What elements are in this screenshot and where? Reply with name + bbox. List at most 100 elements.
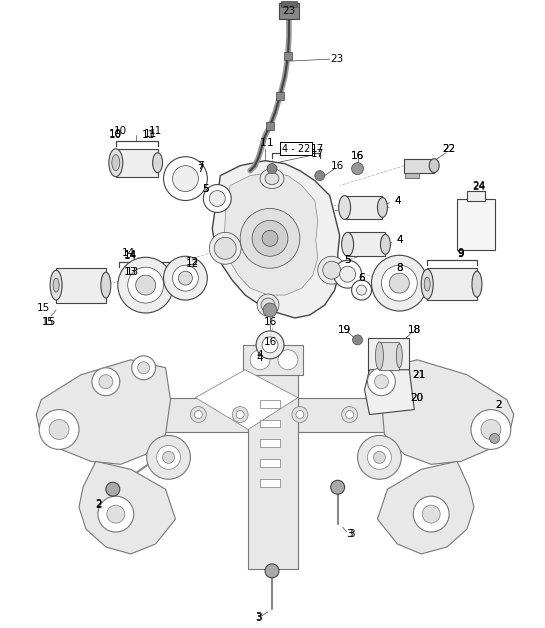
Ellipse shape	[112, 154, 120, 171]
Bar	[243, 345, 303, 375]
Circle shape	[147, 435, 190, 479]
Circle shape	[353, 335, 362, 345]
Ellipse shape	[323, 261, 341, 279]
Circle shape	[92, 368, 120, 396]
Text: 4: 4	[257, 353, 263, 363]
Circle shape	[481, 420, 501, 440]
Text: 2: 2	[495, 399, 502, 409]
Circle shape	[118, 257, 173, 313]
Circle shape	[263, 303, 277, 317]
Circle shape	[265, 564, 279, 578]
Text: 15: 15	[43, 317, 56, 327]
Ellipse shape	[214, 237, 236, 259]
Text: 4 - 22: 4 - 22	[282, 144, 310, 154]
Circle shape	[471, 409, 511, 450]
Text: 10: 10	[114, 126, 128, 136]
Ellipse shape	[261, 298, 275, 312]
Text: 20: 20	[411, 392, 424, 403]
Bar	[405, 173, 419, 178]
Polygon shape	[36, 360, 171, 464]
Text: 12: 12	[186, 257, 199, 268]
Bar	[281, 1, 297, 8]
Ellipse shape	[429, 159, 439, 173]
Text: 16: 16	[331, 161, 344, 171]
Bar	[260, 440, 280, 447]
Text: 11: 11	[149, 126, 162, 136]
Text: 4: 4	[396, 236, 403, 246]
Circle shape	[262, 337, 278, 353]
Text: 16: 16	[263, 337, 277, 347]
Text: 22: 22	[443, 144, 456, 154]
Bar	[260, 459, 280, 467]
Polygon shape	[378, 462, 474, 554]
Circle shape	[315, 171, 325, 181]
Circle shape	[162, 452, 174, 463]
Text: 3: 3	[255, 613, 262, 622]
Ellipse shape	[380, 234, 390, 254]
Text: 9: 9	[458, 249, 464, 259]
Ellipse shape	[50, 270, 62, 300]
Circle shape	[252, 220, 288, 256]
Circle shape	[240, 208, 300, 268]
Circle shape	[136, 275, 156, 295]
Text: 1: 1	[260, 138, 267, 148]
Text: 8: 8	[396, 263, 403, 273]
Bar	[467, 190, 485, 200]
Circle shape	[49, 420, 69, 440]
Circle shape	[389, 273, 409, 293]
Circle shape	[372, 255, 427, 311]
Text: 3: 3	[346, 529, 353, 539]
Ellipse shape	[472, 271, 482, 297]
Circle shape	[39, 409, 79, 450]
Circle shape	[173, 166, 198, 192]
Circle shape	[342, 406, 358, 423]
Circle shape	[367, 445, 391, 469]
Text: 1: 1	[267, 138, 274, 148]
Circle shape	[367, 368, 395, 396]
Text: 8: 8	[396, 263, 403, 273]
Ellipse shape	[424, 277, 430, 291]
Text: 9: 9	[458, 248, 464, 258]
Circle shape	[195, 411, 202, 418]
Text: 10: 10	[109, 130, 123, 140]
Text: 4: 4	[257, 350, 263, 360]
Text: 24: 24	[473, 181, 486, 190]
Text: 14: 14	[124, 251, 137, 261]
Text: 15: 15	[37, 303, 50, 313]
Circle shape	[489, 433, 500, 443]
Ellipse shape	[257, 294, 279, 316]
Text: 21: 21	[413, 370, 426, 380]
Circle shape	[190, 406, 207, 423]
Text: 23: 23	[282, 6, 295, 16]
Bar	[457, 198, 495, 251]
Text: 22: 22	[443, 144, 456, 154]
Circle shape	[267, 164, 277, 173]
Ellipse shape	[396, 344, 402, 368]
Ellipse shape	[376, 342, 384, 370]
Text: 7: 7	[197, 161, 204, 171]
Circle shape	[256, 331, 284, 359]
Text: 5: 5	[202, 183, 209, 193]
Text: 6: 6	[358, 273, 365, 283]
Circle shape	[99, 375, 113, 389]
Bar	[260, 479, 280, 487]
Circle shape	[422, 505, 440, 523]
Ellipse shape	[318, 256, 346, 284]
Circle shape	[98, 496, 134, 532]
Circle shape	[346, 411, 354, 418]
Circle shape	[382, 265, 417, 301]
Polygon shape	[382, 360, 514, 464]
Text: 18: 18	[408, 325, 421, 335]
Text: 5: 5	[344, 255, 351, 265]
Circle shape	[296, 411, 304, 418]
Circle shape	[262, 230, 278, 246]
Polygon shape	[224, 173, 318, 295]
Ellipse shape	[378, 198, 387, 217]
Circle shape	[128, 267, 164, 303]
Circle shape	[292, 406, 308, 423]
Text: 19: 19	[338, 325, 352, 335]
Text: 4: 4	[394, 195, 401, 205]
Text: 15: 15	[42, 317, 54, 327]
Text: 18: 18	[408, 325, 421, 335]
Polygon shape	[196, 370, 298, 430]
